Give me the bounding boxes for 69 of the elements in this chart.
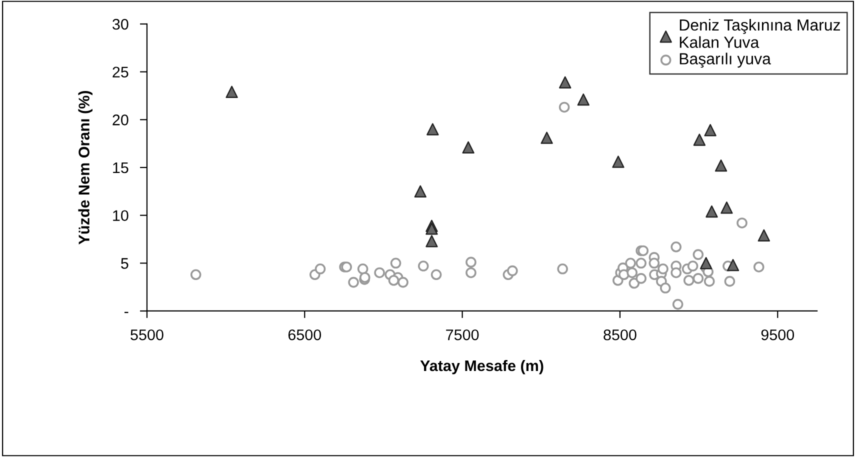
point xyxy=(700,257,712,270)
y-tick-label: 15 xyxy=(113,162,128,174)
point xyxy=(693,134,706,146)
point xyxy=(704,124,716,136)
point xyxy=(658,263,668,274)
point xyxy=(426,222,438,235)
point xyxy=(683,274,694,286)
point xyxy=(625,258,636,269)
point xyxy=(618,269,630,280)
point xyxy=(724,276,736,287)
point xyxy=(726,258,740,272)
x-tick-label: 7500 xyxy=(446,329,479,340)
x-tick-label: 9500 xyxy=(761,329,794,340)
point xyxy=(190,269,202,280)
point xyxy=(626,267,638,278)
point xyxy=(577,93,590,106)
point xyxy=(687,260,698,272)
point xyxy=(612,156,624,168)
point xyxy=(426,235,438,248)
x-tick-label: 8500 xyxy=(604,329,636,340)
x-axis-title: Yatay Mesafe (m) xyxy=(420,360,544,374)
point xyxy=(692,249,704,260)
point xyxy=(704,276,715,287)
y-tick-label: - xyxy=(124,312,128,314)
y-tick-label: 25 xyxy=(112,66,128,78)
point xyxy=(557,263,568,274)
x-tick-label: 5500 xyxy=(130,329,164,340)
y-tick-label: 10 xyxy=(113,210,128,222)
point xyxy=(628,278,640,289)
point xyxy=(648,258,660,269)
point xyxy=(226,86,238,98)
point xyxy=(753,262,764,272)
point xyxy=(559,76,572,88)
point xyxy=(430,269,442,280)
point xyxy=(670,241,682,252)
point xyxy=(388,274,400,286)
y-axis-title: Yüzde Nem Oranı (%) xyxy=(78,90,92,244)
y-tick-label: 30 xyxy=(112,18,128,30)
point xyxy=(636,273,647,284)
point xyxy=(558,102,570,113)
point xyxy=(540,132,553,144)
point xyxy=(390,258,402,269)
point xyxy=(714,159,728,172)
y-tick-label: 20 xyxy=(112,114,128,126)
point xyxy=(466,256,476,268)
legend-label: Deniz Taşkınına Maruz Kalan Yuva xyxy=(680,18,840,48)
point xyxy=(636,258,647,269)
point xyxy=(466,267,476,278)
point xyxy=(692,273,704,284)
point xyxy=(660,282,671,294)
point xyxy=(758,229,770,242)
point xyxy=(414,185,426,198)
point xyxy=(314,263,326,274)
point xyxy=(348,276,359,288)
point xyxy=(418,260,429,272)
y-tick-label: 5 xyxy=(121,258,128,269)
point xyxy=(736,218,748,228)
x-tick-label: 6500 xyxy=(288,329,322,340)
point xyxy=(398,276,408,288)
point xyxy=(672,298,684,310)
point xyxy=(426,123,439,136)
point xyxy=(706,205,718,218)
point xyxy=(374,267,385,278)
point xyxy=(670,267,682,278)
point xyxy=(357,263,368,274)
point xyxy=(507,265,518,276)
point xyxy=(720,202,733,214)
legend-label: Başarılı yuva xyxy=(680,52,771,68)
point xyxy=(462,141,474,154)
